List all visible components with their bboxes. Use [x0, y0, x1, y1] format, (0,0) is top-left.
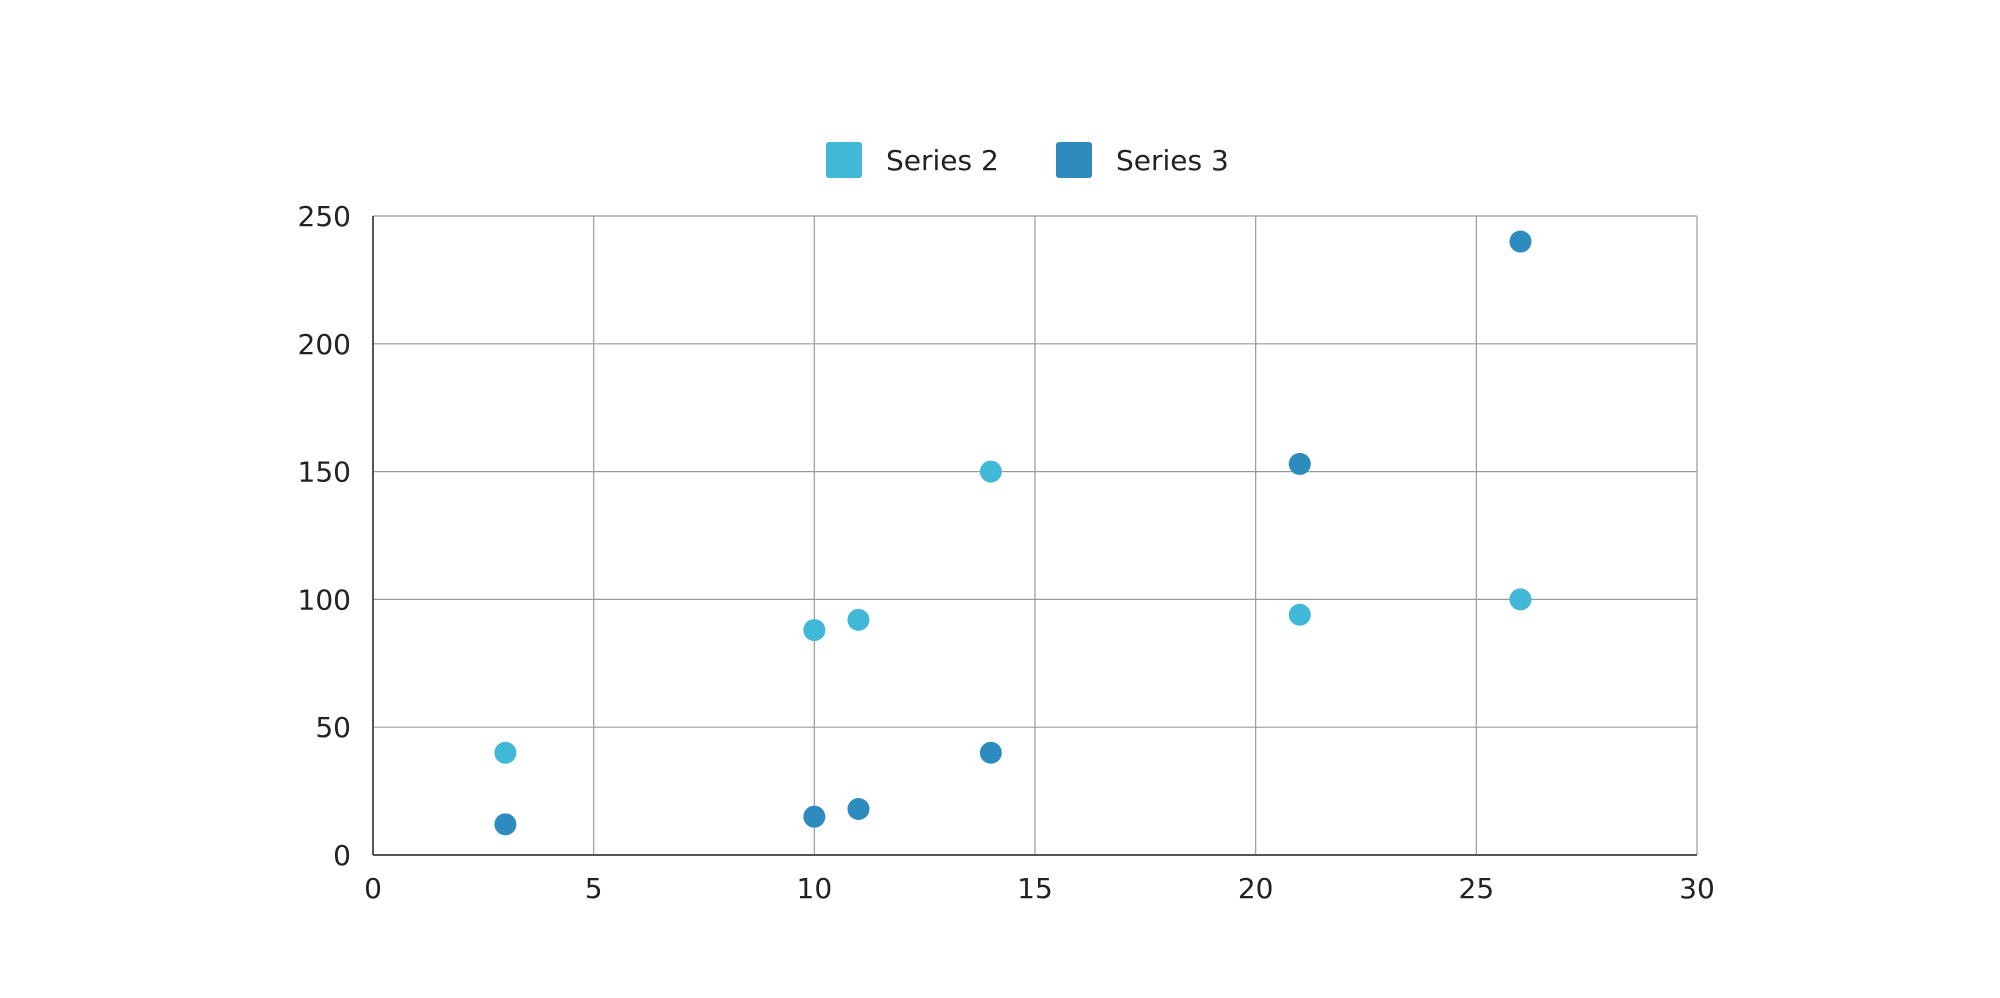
legend-item-series-3: Series 3	[1056, 142, 1229, 178]
x-tick-label: 25	[1459, 872, 1495, 905]
y-tick-label: 0	[333, 839, 351, 872]
legend-item-series-2: Series 2	[826, 142, 999, 178]
data-point	[979, 741, 1002, 764]
y-tick-label: 50	[315, 711, 351, 744]
data-point	[979, 460, 1002, 483]
legend-swatch	[1056, 142, 1092, 178]
data-points	[494, 230, 1532, 836]
series-2-points	[494, 460, 1532, 764]
data-point	[803, 805, 826, 828]
x-tick-label: 30	[1679, 872, 1715, 905]
grid	[373, 215, 1698, 855]
data-point	[494, 813, 517, 836]
series-3-points	[494, 230, 1532, 836]
data-point	[847, 797, 870, 820]
tick-labels: 0 5 10 15 20 25 30 0 50 100 150 200 250	[298, 200, 1715, 905]
y-tick-label: 200	[298, 328, 351, 361]
x-tick-label: 15	[1017, 872, 1053, 905]
legend-swatch	[826, 142, 862, 178]
legend: Series 2 Series 3	[826, 142, 1229, 178]
x-tick-label: 0	[364, 872, 382, 905]
x-tick-label: 5	[585, 872, 603, 905]
axes	[372, 216, 1697, 856]
legend-label: Series 2	[886, 144, 999, 177]
data-point	[1509, 230, 1532, 253]
y-tick-label: 150	[298, 456, 351, 489]
data-point	[1288, 603, 1311, 626]
y-tick-label: 250	[298, 200, 351, 233]
data-point	[494, 741, 517, 764]
data-point	[1288, 452, 1311, 475]
data-point	[803, 619, 826, 642]
x-tick-label: 10	[797, 872, 833, 905]
legend-label: Series 3	[1116, 144, 1229, 177]
data-point	[847, 608, 870, 631]
x-tick-label: 20	[1238, 872, 1274, 905]
data-point	[1509, 588, 1532, 611]
y-tick-label: 100	[298, 583, 351, 616]
